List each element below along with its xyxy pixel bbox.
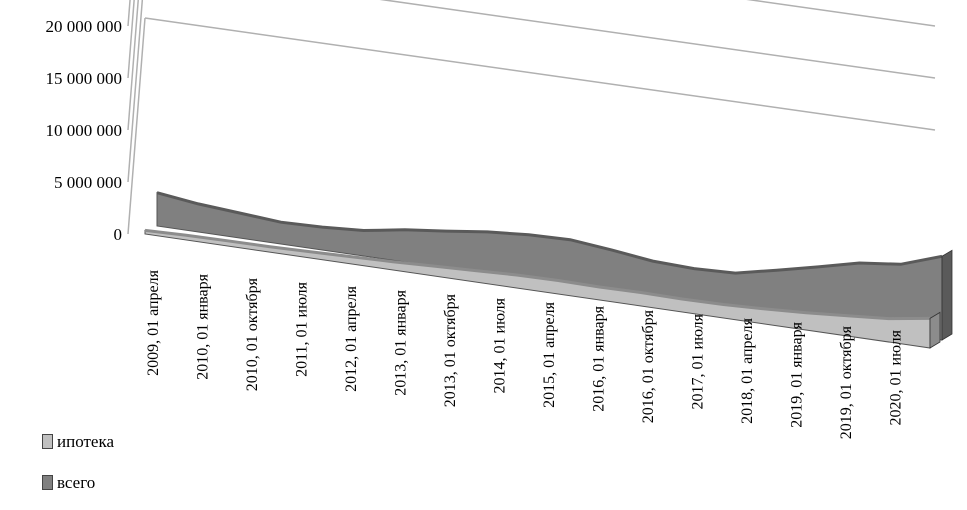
x-tick-label: 2011, 01 июля xyxy=(294,281,311,377)
legend-item-mortgage: ипотека xyxy=(42,428,114,455)
x-tick-label: 2010, 01 января xyxy=(195,273,212,379)
plot-area xyxy=(144,191,953,349)
x-tick-label: 2018, 01 апреля xyxy=(739,317,756,424)
x-tick-label: 2016, 01 января xyxy=(591,305,608,411)
x-tick-label: 2015, 01 апреля xyxy=(541,301,558,408)
x-tick-label: 2010, 01 октября xyxy=(244,277,261,391)
y-axis: 20 000 000 15 000 000 10 000 000 5 000 000 0 xyxy=(46,17,123,244)
series-side-total xyxy=(941,249,953,341)
legend-label-mortgage: ипотека xyxy=(57,431,114,451)
legend-label-total: всего xyxy=(57,472,96,492)
gridlines xyxy=(127,0,936,235)
x-tick-label: 2014, 01 июля xyxy=(492,297,509,393)
series-side-mortgage xyxy=(929,311,941,349)
y-tick-label: 20 000 000 xyxy=(46,17,123,36)
gridline xyxy=(379,0,936,79)
x-tick-label: 2012, 01 апреля xyxy=(343,285,360,392)
gridline-diagonal xyxy=(127,17,146,235)
x-tick-label: 2016, 01 октября xyxy=(640,309,657,423)
legend-swatch-total xyxy=(42,475,53,490)
x-tick-label: 2009, 01 апреля xyxy=(145,269,162,376)
gridline-diagonal xyxy=(127,0,144,183)
y-tick-label: 10 000 000 xyxy=(46,121,123,140)
x-tick-label: 2013, 01 января xyxy=(393,289,410,395)
gridline xyxy=(144,17,936,131)
legend-item-total: всего xyxy=(42,469,114,496)
gridline-diagonal xyxy=(127,0,135,79)
y-tick-label: 5 000 000 xyxy=(54,173,122,192)
y-tick-label: 0 xyxy=(114,225,123,244)
x-tick-label: 2013, 01 октября xyxy=(442,293,459,407)
x-tick-label: 2019, 01 января xyxy=(789,321,806,427)
x-tick-label: 2019, 01 октября xyxy=(838,325,855,439)
legend-swatch-mortgage xyxy=(42,434,53,449)
y-tick-label: 15 000 000 xyxy=(46,69,123,88)
series-edge-total xyxy=(156,191,943,275)
x-tick-label: 2020, 01 июля xyxy=(888,329,905,425)
legend: ипотека всего xyxy=(42,428,114,510)
x-axis: 2009, 01 апреля 2010, 01 января 2010, 01 о… xyxy=(145,269,905,439)
gridline-diagonal xyxy=(127,0,139,131)
gridline xyxy=(746,0,936,27)
series-edge-mortgage xyxy=(144,228,931,321)
x-tick-label: 2017, 01 июля xyxy=(690,313,707,409)
